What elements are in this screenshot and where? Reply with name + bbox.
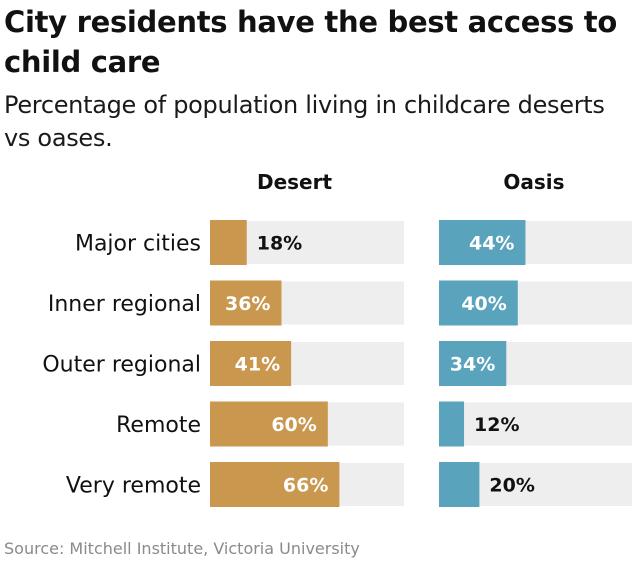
desert-value-label: 66% [283, 475, 328, 497]
oasis-track [440, 402, 632, 446]
oasis-bar [439, 341, 507, 386]
desert-bar [210, 341, 292, 386]
desert-value-label: 18% [257, 233, 302, 255]
category-label: Remote [116, 413, 201, 438]
desert-bar [210, 462, 340, 507]
row-major-cities: Major cities 18% 44% [75, 220, 632, 265]
series-header-desert: Desert [257, 170, 332, 194]
category-label: Outer regional [42, 353, 201, 378]
desert-value-label: 41% [235, 354, 280, 376]
desert-value-label: 60% [271, 414, 316, 436]
desert-value-label: 36% [225, 293, 270, 315]
chart-rows: Major cities 18% 44% Inner regional 36% 40% Ou… [42, 220, 632, 507]
oasis-value-label: 12% [474, 414, 519, 436]
row-remote: Remote 60% 12% [116, 401, 632, 447]
chart-title: City residents have the best access to c… [4, 5, 617, 79]
oasis-value-label: 40% [461, 293, 506, 315]
oasis-value-label: 34% [450, 354, 495, 376]
desert-bar [210, 220, 247, 265]
oasis-bar [439, 280, 518, 326]
series-header-oasis: Oasis [503, 170, 564, 194]
desert-bar [210, 280, 282, 326]
series-headers: Desert Oasis [257, 170, 565, 194]
source-note: Source: Mitchell Institute, Victoria Uni… [4, 539, 360, 558]
oasis-bar [439, 462, 480, 507]
chart-subtitle: Percentage of population living in child… [4, 91, 605, 152]
bar-chart: Desert Oasis Major cities 18% 44% Inner regi… [42, 170, 632, 507]
oasis-bar [439, 220, 526, 265]
desert-bar [210, 401, 328, 447]
row-very-remote: Very remote 66% 20% [66, 462, 632, 507]
category-label: Major cities [75, 232, 201, 257]
row-inner-regional: Inner regional 36% 40% [48, 280, 632, 326]
oasis-bar [439, 401, 465, 447]
category-label: Very remote [66, 474, 201, 499]
row-outer-regional: Outer regional 41% 34% [42, 341, 632, 386]
oasis-value-label: 20% [489, 475, 534, 497]
oasis-value-label: 44% [469, 233, 514, 255]
category-label: Inner regional [48, 292, 201, 317]
